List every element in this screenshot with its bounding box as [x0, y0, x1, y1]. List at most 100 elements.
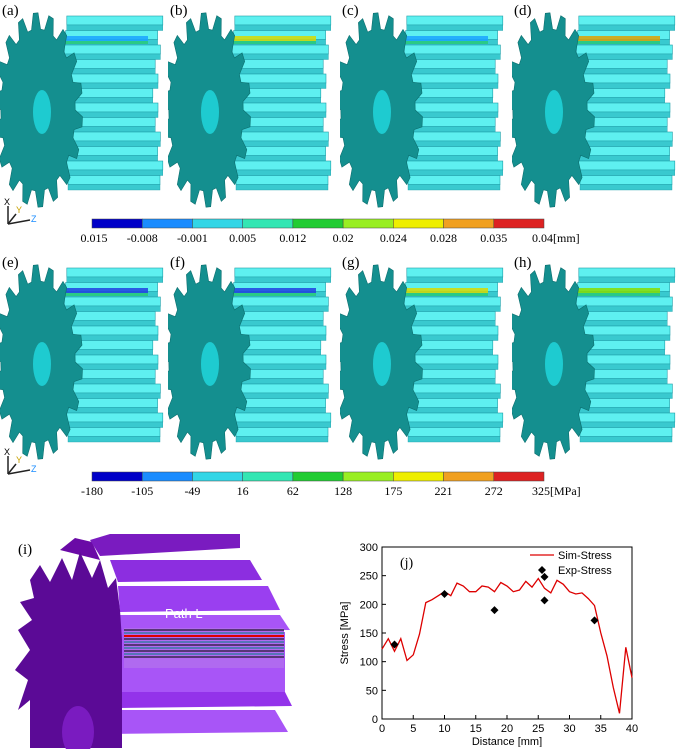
colorbar-segment — [91, 218, 143, 229]
colorbar-segment — [443, 471, 495, 482]
gear-tooth-flank — [576, 53, 673, 60]
gear-tooth-flank — [575, 320, 668, 327]
gear-tooth-flank — [579, 184, 673, 191]
gear-tooth — [579, 175, 673, 185]
gear-tooth — [576, 44, 673, 55]
gear-tooth — [574, 311, 668, 321]
gear-tooth-flank — [406, 169, 504, 176]
x-tick-label: 0 — [379, 723, 385, 735]
gear-tooth — [61, 354, 159, 365]
panel-i-path-model: (i) Path L — [15, 534, 292, 749]
gear-tooth — [233, 398, 326, 408]
gear-tooth — [65, 146, 158, 156]
colorbar-segment — [192, 218, 243, 229]
gear-tooth — [406, 267, 504, 278]
x-tick-label: 40 — [626, 723, 638, 735]
gear-tooth — [64, 296, 161, 307]
gear-tooth-flank — [235, 184, 329, 191]
gear-tooth — [578, 15, 676, 26]
colorbar-displacement: -0.015 -0.008 -0.001 0.005 0.012 0.02 0.024 0.0… — [80, 218, 580, 245]
axis-triad-middle: X Y Z — [4, 447, 37, 475]
gear-tooth — [61, 102, 159, 113]
gear-tooth-flank — [232, 140, 329, 147]
axis-y-label: Y — [16, 205, 22, 215]
gear-tooth — [64, 131, 161, 142]
gear-panel-top-0: (a) — [0, 3, 164, 208]
gear-tooth-flank — [66, 421, 164, 428]
gear-tooth — [110, 560, 262, 582]
colorbar-tick-label: 0.04[mm] — [532, 231, 580, 245]
gear-tooth — [404, 44, 501, 55]
contact-band — [574, 36, 660, 41]
contact-band — [230, 288, 316, 293]
panel-label-i: (i) — [18, 542, 32, 558]
gear-tooth-flank — [64, 392, 161, 399]
gear-tooth — [401, 73, 499, 84]
y-tick-label: 200 — [360, 599, 378, 611]
gear-tooth — [229, 354, 327, 365]
gear-tooth-flank — [576, 140, 673, 147]
legend-label: Exp-Stress — [558, 565, 612, 577]
gear-tooth — [232, 296, 329, 307]
gear-tooth-flank — [579, 436, 673, 443]
gear-tooth — [577, 398, 670, 408]
axis-x-label: X — [4, 447, 10, 457]
gear-tooth — [578, 412, 676, 423]
x-tick-label: 10 — [438, 723, 450, 735]
colorbar-tick-label: 0.024 — [380, 231, 407, 245]
y-tick-label: 300 — [360, 542, 378, 554]
gear-tooth — [61, 73, 159, 84]
gear-tooth-flank — [232, 392, 329, 399]
colorbar-segment — [443, 218, 495, 229]
y-tick-label: 100 — [360, 657, 378, 669]
colorbar-segment — [493, 471, 545, 482]
series-line-sim-stress — [381, 577, 633, 714]
gear-bore — [545, 342, 563, 386]
colorbar-tick-label: 221 — [435, 484, 453, 498]
gear-tooth-flank — [404, 392, 501, 399]
gear-tooth — [576, 383, 673, 394]
colorbar-tick-label: -0.015 — [80, 231, 108, 245]
colorbar-tick-label: 128 — [334, 484, 352, 498]
gear-tooth-flank — [233, 155, 326, 162]
gear-tooth — [405, 398, 498, 408]
colorbar-segment — [292, 218, 344, 229]
colorbar-segment — [342, 471, 394, 482]
gear-tooth — [407, 427, 501, 437]
gear-bore — [201, 90, 219, 134]
gear-tooth — [577, 146, 670, 156]
gear-tooth — [578, 160, 676, 171]
gear-tooth — [402, 59, 496, 69]
x-tick-label: 5 — [410, 723, 416, 735]
gear-tooth-flank — [66, 169, 164, 176]
gear-panel-top-2: (c) — [340, 3, 504, 208]
gear-tooth — [406, 160, 504, 171]
contact-band — [402, 36, 488, 41]
gear-tooth — [62, 311, 156, 321]
legend-label: Sim-Stress — [558, 550, 612, 562]
gear-tooth-flank — [405, 155, 498, 162]
gear-tooth — [234, 267, 332, 278]
gear-tooth — [406, 412, 504, 423]
path-l-lines — [124, 629, 284, 658]
panel-label: (d) — [514, 3, 532, 19]
gear-tooth — [229, 73, 327, 84]
colorbar-tick-label: 0.005 — [229, 231, 256, 245]
gear-tooth — [66, 160, 164, 171]
colorbar-segment — [192, 471, 243, 482]
gear-tooth-flank — [231, 68, 324, 75]
colorbar-tick-label: -0.001 — [177, 231, 208, 245]
x-axis-label: Distance [mm] — [472, 736, 542, 747]
colorbar-tick-label: 272 — [485, 484, 503, 498]
y-tick-label: 150 — [360, 628, 378, 640]
panel-label-j: (j) — [400, 556, 414, 571]
contact-band-edge — [574, 41, 660, 44]
gear-tooth — [574, 59, 668, 69]
gear-tooth-flank — [67, 436, 161, 443]
y-tick-label: 50 — [366, 685, 378, 697]
colorbar-tick-label: 16 — [237, 484, 249, 498]
contact-band — [574, 288, 660, 293]
gear-tooth-flank — [66, 276, 164, 283]
colorbar-segment — [91, 471, 143, 482]
x-tick-label: 25 — [532, 723, 544, 735]
